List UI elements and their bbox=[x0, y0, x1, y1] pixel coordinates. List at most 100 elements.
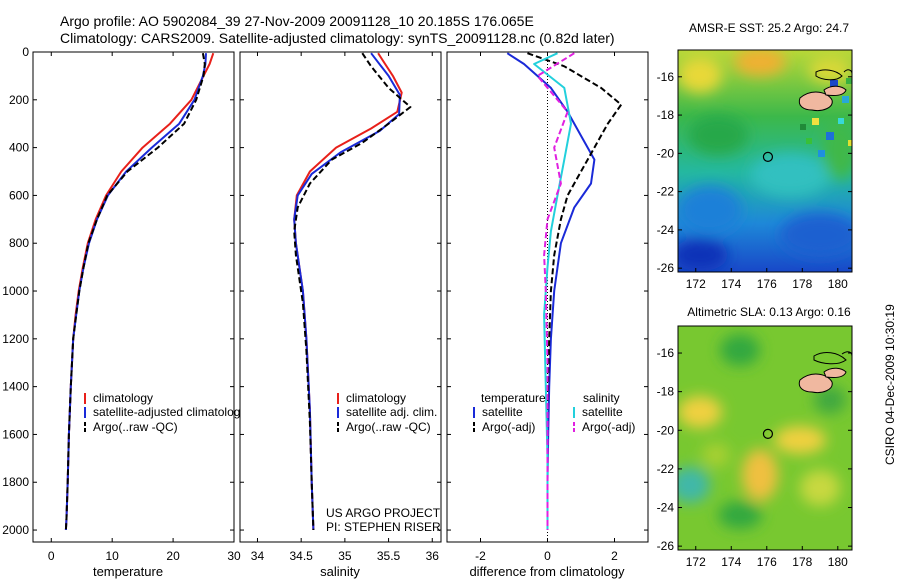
series-line-temperature-satellite bbox=[506, 52, 596, 530]
sst-map-ticks: 172 174 176 178 180 -16 -18 -20 -22 -24 -26 bbox=[657, 70, 852, 291]
series-line-temperature-argo-adj- bbox=[527, 52, 623, 530]
depth-tick-label: 600 bbox=[9, 188, 29, 202]
depth-tick-label: 400 bbox=[9, 141, 29, 155]
sla-patches bbox=[678, 334, 846, 529]
longitude-tick-label: 172 bbox=[686, 277, 706, 291]
sst-map-frame bbox=[677, 49, 853, 273]
longitude-tick-label: 178 bbox=[792, 555, 812, 569]
sst-heatmap bbox=[678, 50, 852, 272]
legend-label: satellite bbox=[582, 405, 623, 419]
x-tick-label: -2 bbox=[475, 549, 486, 563]
argo-float-location-marker bbox=[762, 151, 774, 162]
legend-label: satellite adj. clim. bbox=[346, 405, 437, 419]
temperature-profile-panel: 0 200 400 600 800 1000 1200 1400 1600 1800 2000 0 1… bbox=[2, 45, 246, 579]
latitude-tick-label: -22 bbox=[657, 185, 675, 199]
temperature-lines bbox=[64, 52, 215, 531]
longitude-tick-label: 174 bbox=[721, 555, 741, 569]
difference-x-axis: -2 0 2 bbox=[475, 52, 618, 563]
legend-label: Argo(..raw -QC) bbox=[346, 420, 431, 434]
legend-label: climatology bbox=[346, 391, 406, 405]
x-tick-label: 2 bbox=[611, 549, 618, 563]
x-tick-label: 10 bbox=[106, 549, 120, 563]
sst-patches bbox=[678, 50, 852, 271]
salinity-x-axis: 34 34.5 35 35.5 36 bbox=[251, 52, 439, 563]
legend-label: satellite bbox=[482, 405, 523, 419]
difference-profile-panel: -2 0 2 temperature salinitysatelliteArgo(-a… bbox=[446, 51, 649, 579]
legend-label: satellite-adjusted climatology bbox=[93, 405, 246, 419]
sla-islands bbox=[798, 351, 852, 393]
x-tick-label: 34 bbox=[251, 549, 265, 563]
longitude-tick-label: 180 bbox=[828, 555, 848, 569]
longitude-tick-label: 176 bbox=[757, 555, 777, 569]
sla-map-title: Altimetric SLA: 0.13 Argo: 0.16 bbox=[687, 305, 851, 319]
sst-map-panel: AMSR-E SST: 25.2 Argo: 24.7 bbox=[657, 21, 853, 291]
x-tick-label: 0 bbox=[48, 549, 55, 563]
temperature-x-axis: 0 10 20 30 bbox=[48, 52, 241, 563]
salinity-y-ticks bbox=[240, 51, 441, 531]
depth-tick-label: 1600 bbox=[2, 427, 29, 441]
legend-label: Argo(-adj) bbox=[482, 420, 535, 434]
series-line-argo-raw-qc- bbox=[293, 52, 412, 531]
side-timestamp: CSIRO 04-Dec-2009 10:30:19 bbox=[883, 304, 897, 465]
longitude-tick-label: 176 bbox=[757, 277, 777, 291]
sla-map-frame bbox=[677, 325, 853, 551]
sla-map-ticks: 172 174 176 178 180 -16 -18 -20 -22 -24 -26 bbox=[657, 346, 852, 569]
depth-tick-label: 1400 bbox=[2, 380, 29, 394]
x-tick-label: 0 bbox=[544, 549, 551, 563]
legend-label: Argo(..raw -QC) bbox=[93, 420, 178, 434]
sst-pixel-speckle bbox=[800, 78, 852, 157]
depth-tick-label: 1200 bbox=[2, 332, 29, 346]
latitude-tick-label: -24 bbox=[657, 501, 675, 515]
x-tick-label: 36 bbox=[426, 549, 440, 563]
depth-tick-label: 2000 bbox=[2, 523, 29, 537]
series-line-satellite-adj-clim- bbox=[293, 52, 401, 531]
latitude-tick-label: -22 bbox=[657, 462, 675, 476]
depth-tick-label: 200 bbox=[9, 93, 29, 107]
latitude-tick-label: -16 bbox=[657, 70, 675, 84]
argo-float-location-marker-sla bbox=[762, 428, 774, 439]
difference-lines bbox=[506, 52, 623, 530]
legend-title-salinity: salinity bbox=[583, 391, 620, 405]
header-line-2: Climatology: CARS2009. Satellite-adjuste… bbox=[60, 30, 615, 46]
latitude-tick-label: -24 bbox=[657, 223, 675, 237]
sla-heatmap bbox=[678, 326, 852, 550]
latitude-tick-label: -18 bbox=[657, 108, 675, 122]
latitude-tick-label: -18 bbox=[657, 385, 675, 399]
latitude-tick-label: -26 bbox=[657, 261, 675, 275]
difference-x-label: difference from climatology bbox=[469, 564, 625, 579]
sst-islands bbox=[798, 69, 852, 111]
longitude-tick-label: 180 bbox=[828, 277, 848, 291]
sla-map-panel: Altimetric SLA: 0.13 Argo: 0.16 bbox=[657, 305, 853, 569]
legend-label: Argo(-adj) bbox=[582, 420, 635, 434]
pi-label: PI: STEPHEN RISER bbox=[326, 520, 441, 534]
longitude-tick-label: 178 bbox=[792, 277, 812, 291]
sst-map-title: AMSR-E SST: 25.2 Argo: 24.7 bbox=[689, 21, 849, 35]
x-tick-label: 35 bbox=[338, 549, 352, 563]
depth-tick-label: 800 bbox=[9, 236, 29, 250]
latitude-tick-label: -16 bbox=[657, 346, 675, 360]
latitude-tick-label: -26 bbox=[657, 539, 675, 553]
difference-legend: temperature salinitysatelliteArgo(-adj)sa… bbox=[473, 391, 635, 434]
difference-y-ticks bbox=[447, 51, 648, 531]
latitude-tick-label: -20 bbox=[657, 423, 675, 437]
salinity-axes-frame bbox=[239, 51, 442, 543]
x-tick-label: 35.5 bbox=[377, 549, 401, 563]
longitude-tick-label: 172 bbox=[686, 555, 706, 569]
series-line-salinity-argo-adj- bbox=[536, 52, 575, 530]
temperature-axes-frame bbox=[32, 51, 235, 543]
depth-tick-label: 0 bbox=[22, 45, 29, 59]
salinity-lines bbox=[293, 52, 412, 531]
depth-tick-label: 1800 bbox=[2, 475, 29, 489]
longitude-tick-label: 174 bbox=[721, 277, 741, 291]
temperature-x-label: temperature bbox=[93, 564, 163, 579]
series-line-argo-raw-qc- bbox=[64, 53, 206, 531]
depth-axis: 0 200 400 600 800 1000 1200 1400 1600 1800 2000 bbox=[2, 45, 234, 537]
header-line-1: Argo profile: AO 5902084_39 27-Nov-2009 … bbox=[60, 13, 534, 29]
x-tick-label: 20 bbox=[166, 549, 180, 563]
x-tick-label: 30 bbox=[227, 549, 241, 563]
salinity-x-label: salinity bbox=[320, 564, 360, 579]
